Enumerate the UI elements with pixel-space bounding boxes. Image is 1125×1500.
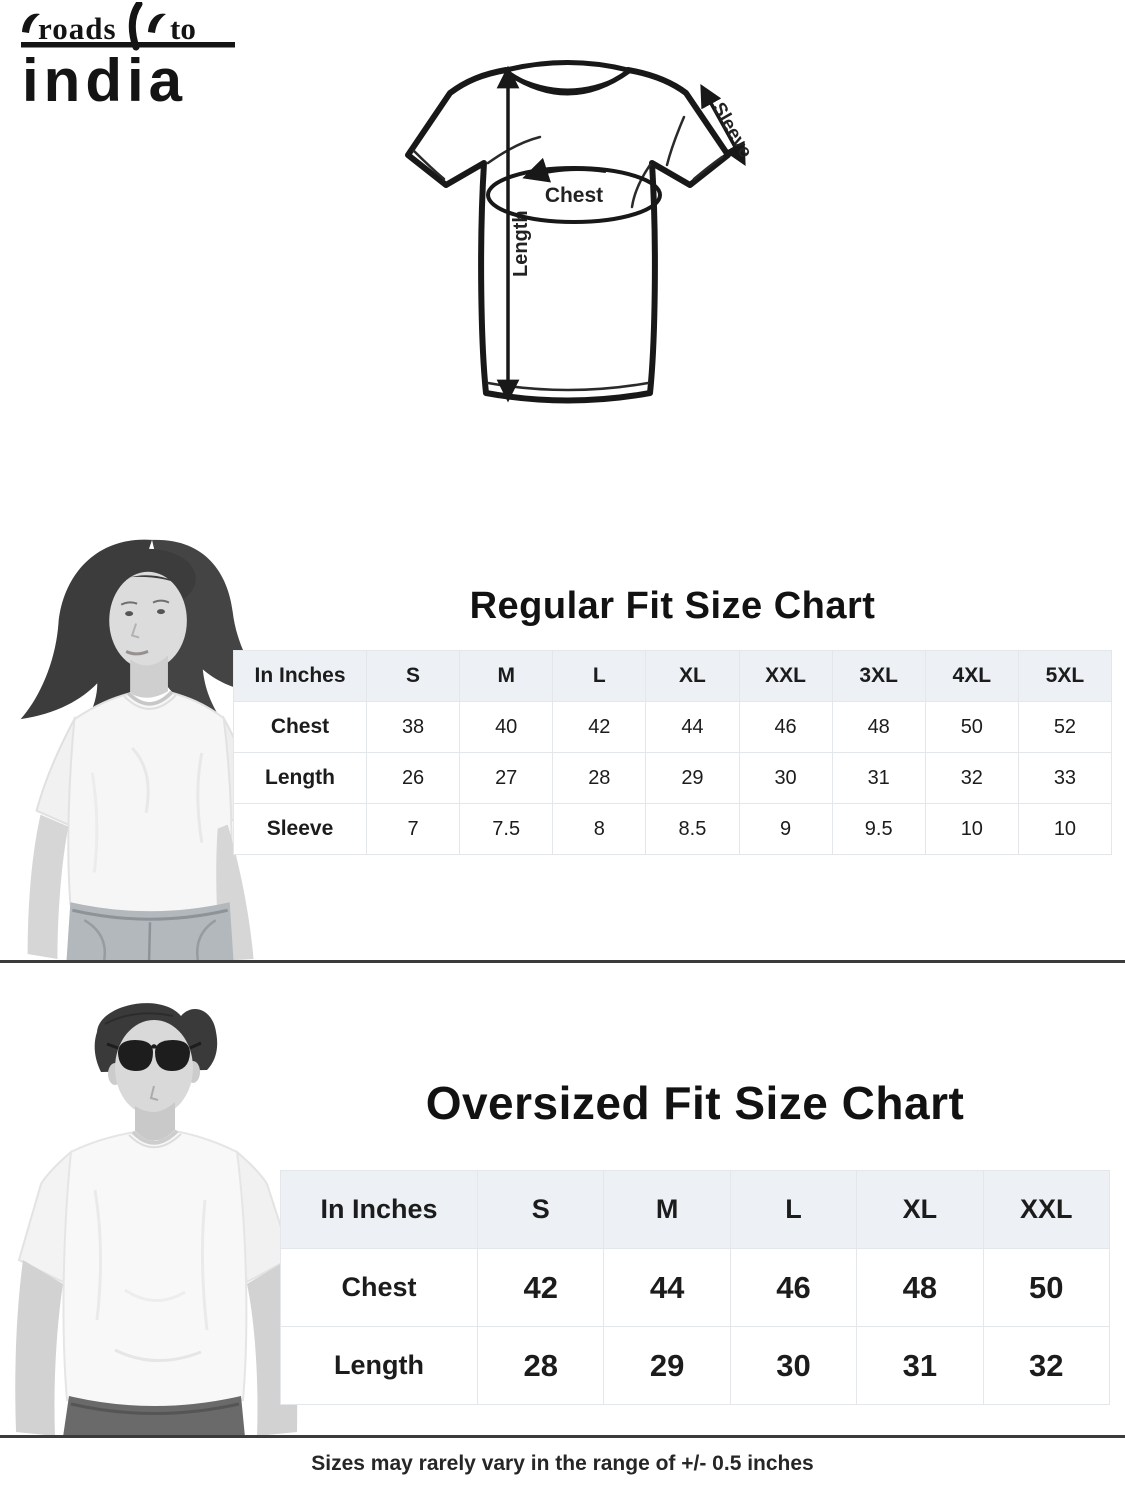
measurement-label-cell: Chest xyxy=(233,701,367,753)
size-header-cell: 3XL xyxy=(831,650,926,702)
measurement-value-cell: 44 xyxy=(645,701,740,753)
measurement-value-cell: 30 xyxy=(729,1326,858,1405)
brand-logo: roads to india xyxy=(21,2,235,110)
measurement-value-cell: 33 xyxy=(1017,752,1113,804)
measurement-value-cell: 27 xyxy=(459,752,554,804)
size-header-cell: M xyxy=(603,1170,731,1249)
measurement-label-cell: Length xyxy=(280,1326,478,1405)
measurement-value-cell: 29 xyxy=(645,752,740,804)
woman-face xyxy=(109,571,188,670)
measurement-row: Sleeve 7 7.5 8 8.5 9 9.5 10 10 xyxy=(233,803,1113,855)
measurement-value-cell: 50 xyxy=(982,1248,1111,1327)
measurement-value-cell: 32 xyxy=(924,752,1019,804)
logo-word-roads: roads xyxy=(38,11,117,46)
sunglasses-icon xyxy=(106,1040,202,1071)
measurement-value-cell: 7 xyxy=(365,803,461,855)
logo-word-to: to xyxy=(170,11,196,46)
size-header-cell: L xyxy=(729,1170,858,1249)
measurement-value-cell: 46 xyxy=(729,1248,858,1327)
size-header-cell: XXL xyxy=(982,1170,1111,1249)
woman-tshirt xyxy=(35,690,261,914)
measurement-value-cell: 29 xyxy=(603,1326,731,1405)
size-header-cell: M xyxy=(459,650,554,702)
tshirt-outline xyxy=(405,60,731,404)
woman-neck xyxy=(130,655,168,698)
measurement-value-cell: 40 xyxy=(459,701,554,753)
measurement-row: Length 26 27 28 29 30 31 32 33 xyxy=(233,752,1113,804)
measurement-value-cell: 31 xyxy=(856,1326,984,1405)
size-variance-note: Sizes may rarely vary in the range of +/… xyxy=(311,1452,814,1475)
unit-header-cell: In Inches xyxy=(280,1170,478,1249)
size-header-cell: 4XL xyxy=(924,650,1019,702)
man-trousers xyxy=(63,1396,245,1437)
logo-word-india: india xyxy=(22,47,187,110)
size-header-cell: XL xyxy=(856,1170,984,1249)
measurement-value-cell: 48 xyxy=(831,701,926,753)
logo-ascender-stroke xyxy=(128,2,143,51)
measurement-value-cell: 10 xyxy=(1017,803,1113,855)
measurement-value-cell: 31 xyxy=(831,752,926,804)
size-header-cell: 5XL xyxy=(1017,650,1113,702)
table-header-row: In Inches S M L XL XXL xyxy=(280,1170,1111,1249)
measurement-value-cell: 32 xyxy=(982,1326,1111,1405)
measurement-value-cell: 8.5 xyxy=(645,803,740,855)
measurement-value-cell: 8 xyxy=(552,803,647,855)
measurement-row: Chest 42 44 46 48 50 xyxy=(280,1248,1111,1327)
chest-label: Chest xyxy=(545,184,603,207)
measurement-row: Chest 38 40 42 44 46 48 50 52 xyxy=(233,701,1113,753)
length-arrow: Length xyxy=(496,65,532,403)
measurement-value-cell: 50 xyxy=(924,701,1019,753)
measurement-value-cell: 42 xyxy=(552,701,647,753)
measurement-value-cell: 38 xyxy=(365,701,461,753)
length-label: Length xyxy=(510,210,532,277)
measurement-value-cell: 42 xyxy=(476,1248,605,1327)
measurement-value-cell: 26 xyxy=(365,752,461,804)
size-header-cell: S xyxy=(365,650,461,702)
size-header-cell: L xyxy=(552,650,647,702)
leaf-ornament-icon xyxy=(22,13,166,33)
man-neck xyxy=(135,1102,175,1141)
measurement-value-cell: 28 xyxy=(552,752,647,804)
tshirt-measurement-diagram: Length Chest Sleeve xyxy=(405,60,750,404)
measurement-value-cell: 30 xyxy=(738,752,833,804)
section-divider xyxy=(0,1435,1125,1438)
table-header-row: In Inches S M L XL XXL 3XL 4XL 5XL xyxy=(233,650,1113,702)
section-divider xyxy=(0,960,1125,963)
regular-fit-title: Regular Fit Size Chart xyxy=(469,585,876,627)
man-arm-left xyxy=(15,1260,63,1436)
man-tshirt xyxy=(17,1129,293,1409)
size-header-cell: XL xyxy=(645,650,740,702)
woman-jeans xyxy=(66,902,234,962)
woman-model-photo xyxy=(20,539,272,962)
measurement-row: Length 28 29 30 31 32 xyxy=(280,1326,1111,1405)
measurement-value-cell: 46 xyxy=(738,701,833,753)
measurement-value-cell: 7.5 xyxy=(459,803,554,855)
oversized-fit-table: In Inches S M L XL XXL Chest 42 44 46 48 50 Length 28… xyxy=(280,1170,1111,1405)
measurement-label-cell: Chest xyxy=(280,1248,478,1327)
size-header-cell: XXL xyxy=(738,650,833,702)
chest-arrow: Chest xyxy=(486,157,662,224)
measurement-value-cell: 9.5 xyxy=(831,803,926,855)
measurement-value-cell: 10 xyxy=(924,803,1019,855)
size-header-cell: S xyxy=(476,1170,605,1249)
woman-arm-left xyxy=(27,814,69,960)
oversized-fit-title: Oversized Fit Size Chart xyxy=(425,1077,965,1129)
measurement-value-cell: 48 xyxy=(856,1248,984,1327)
measurement-value-cell: 9 xyxy=(738,803,833,855)
measurement-label-cell: Sleeve xyxy=(233,803,367,855)
logo-bar xyxy=(21,42,235,48)
measurement-value-cell: 52 xyxy=(1017,701,1113,753)
measurement-value-cell: 44 xyxy=(603,1248,731,1327)
measurement-label-cell: Length xyxy=(233,752,367,804)
unit-header-cell: In Inches xyxy=(233,650,367,702)
measurement-value-cell: 28 xyxy=(476,1326,605,1405)
man-model-photo xyxy=(15,1003,298,1437)
regular-fit-table: In Inches S M L XL XXL 3XL 4XL 5XL Chest 38 40 42 44 4… xyxy=(233,650,1113,855)
